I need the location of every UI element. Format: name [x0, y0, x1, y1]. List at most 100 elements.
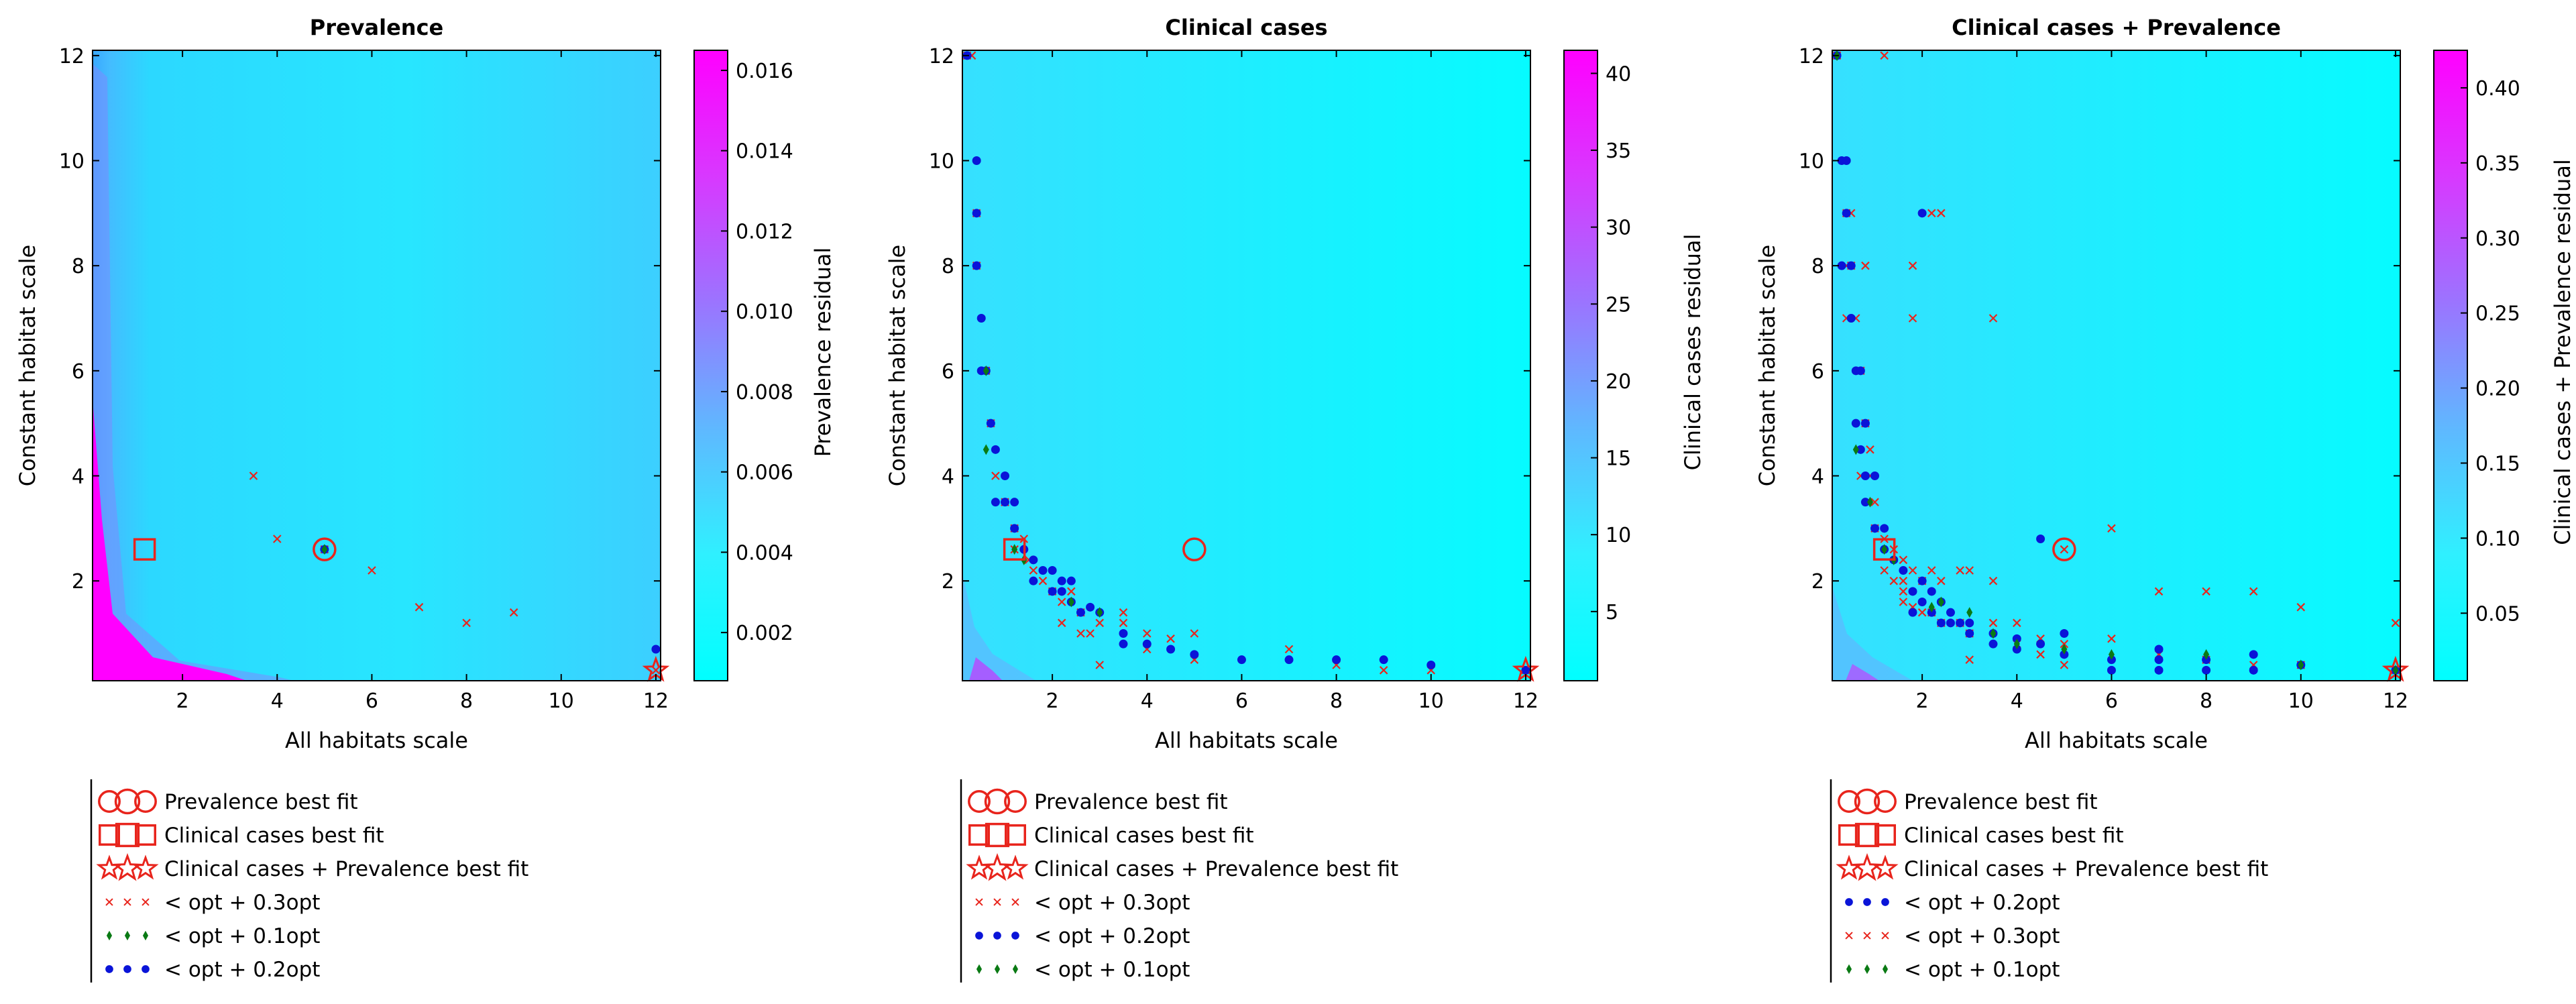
y-tick-label: 4 [942, 465, 954, 489]
dot-marker [1038, 566, 1048, 575]
diamond-marker [2203, 649, 2210, 660]
x-tick-label: 10 [549, 689, 574, 713]
colorbar-tick-label: 40 [1606, 62, 1631, 86]
dot-marker [1965, 629, 1974, 638]
legend-marker [1002, 854, 1029, 880]
legend-label: < opt + 0.2opt [164, 958, 320, 982]
diamond-marker [1097, 607, 1103, 618]
x-marker-stroke [1927, 566, 1936, 575]
data-markers [962, 51, 1540, 682]
legend-marker [994, 964, 1001, 974]
x-marker [1908, 314, 1917, 323]
diamond-marker [2392, 665, 2399, 676]
x-marker-stroke [1845, 932, 1853, 940]
x-marker [991, 471, 1000, 480]
legend-label: Clinical cases best fit [1034, 824, 1254, 848]
legend-marker [984, 788, 1011, 815]
legend-marker [142, 930, 149, 941]
x-marker-stroke [993, 898, 1001, 906]
dot-marker [1842, 209, 1851, 218]
y-tick-label: 4 [72, 465, 85, 489]
x-marker-stroke [2202, 587, 2210, 596]
colorbar-tick-label: 0.10 [2475, 527, 2520, 551]
x-marker-stroke [1095, 618, 1104, 628]
legend-marker [132, 854, 159, 880]
diamond-marker [1966, 607, 1973, 618]
dot-marker [2107, 665, 2116, 675]
dot-marker [1057, 587, 1066, 596]
y-tick-label: 10 [59, 150, 85, 174]
dot-marker [1284, 655, 1294, 665]
y-tick-label: 12 [59, 45, 85, 68]
legend-item: < opt + 0.2opt [105, 958, 320, 982]
legend-marker [98, 790, 121, 813]
y-tick-label: 12 [1799, 45, 1824, 68]
x-marker [1119, 608, 1128, 617]
colorbar-tick-label: 0.002 [736, 622, 793, 645]
legend-marker [142, 965, 150, 973]
x-marker-stroke [1908, 566, 1917, 575]
x-marker-stroke [1881, 932, 1889, 940]
legend: Prevalence best fit Clinical cases best f… [1830, 779, 2268, 983]
x-tick-label: 10 [2288, 689, 2314, 713]
clinical-best-marker [1872, 538, 1896, 561]
diamond-marker [2298, 659, 2304, 671]
legend-item: Prevalence best fit [1838, 788, 2098, 815]
x-tick-label: 8 [460, 689, 473, 713]
legend-marker [1011, 932, 1019, 940]
x-tick-label: 6 [2105, 689, 2118, 713]
y-tick-label: 6 [942, 360, 954, 384]
dot-marker [1521, 665, 1530, 675]
colorbar-tick-label: 0.012 [736, 220, 793, 243]
legend-item: Clinical cases best fit [99, 822, 384, 848]
colorbar-tick-label: 10 [1606, 524, 1631, 547]
dot-marker [1057, 576, 1066, 585]
colorbar [1563, 50, 1598, 681]
legend-item: Prevalence best fit [968, 788, 1228, 815]
x-marker [1989, 618, 1998, 628]
colorbar-tick-label: 0.20 [2475, 378, 2520, 401]
legend-marker [966, 854, 993, 880]
x-marker [2391, 618, 2400, 628]
dot-marker [1860, 419, 1870, 428]
chart-title: Clinical cases [1165, 15, 1327, 40]
colorbar-label: Clinical cases residual [1680, 234, 1705, 471]
x-marker [1927, 566, 1936, 575]
dot-marker [1237, 655, 1246, 665]
x-marker [1965, 655, 1974, 664]
colorbar-label: Clinical cases + Prevalence residual [2550, 159, 2575, 545]
x-marker [1899, 587, 1908, 596]
x-marker [2296, 603, 2306, 612]
colorbar-tick-label: 30 [1606, 217, 1631, 240]
x-marker [1029, 566, 1038, 575]
x-marker-stroke [414, 603, 424, 612]
colorbar-tick-label: 0.014 [736, 140, 793, 164]
legend-item: < opt + 0.3opt [105, 891, 320, 915]
legend-label: Clinical cases best fit [1904, 824, 2124, 848]
diamond-marker [983, 365, 989, 376]
chart-panel-2: Clinical cases 2 4 6 8 10 12 2 4 6 8 10 12 All habita… [885, 15, 1705, 983]
y-tick-label: 6 [72, 360, 85, 384]
legend-marker [99, 824, 120, 846]
legend-item: Clinical cases best fit [968, 822, 1254, 848]
legend-marker [106, 930, 113, 941]
dot-marker [2154, 655, 2164, 665]
colorbar-tick-label: 0.004 [736, 541, 793, 565]
x-marker-stroke [2154, 587, 2164, 596]
dot-marker [1860, 471, 1870, 480]
heatmap-peak [969, 657, 1003, 681]
x-marker-stroke [1937, 576, 1946, 585]
x-axis-label: All habitats scale [1155, 728, 1338, 753]
x-marker [1965, 566, 1974, 575]
plot-frame [92, 50, 661, 681]
dot-marker [1856, 445, 1865, 454]
legend-marker [985, 822, 1010, 848]
dot-marker [991, 498, 1000, 507]
dot-marker [1048, 587, 1057, 596]
legend-label: Clinical cases best fit [164, 824, 384, 848]
dot-marker [1379, 655, 1388, 665]
heatmap-band [1832, 587, 1913, 681]
x-tick-label: 2 [176, 689, 189, 713]
x-marker-stroke [462, 618, 471, 628]
legend-marker [976, 964, 983, 974]
